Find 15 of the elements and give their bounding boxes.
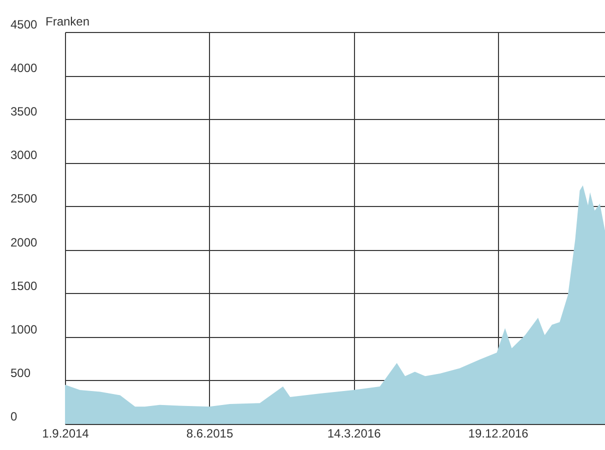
y-tick-label: 2500 [10, 192, 38, 206]
y-tick-label: 500 [10, 366, 31, 380]
x-tick-label: 19.12.2016 [468, 426, 529, 440]
y-tick-label: 4500 [10, 18, 38, 32]
x-tick-label: 8.6.2015 [186, 426, 234, 440]
y-tick-label: 1500 [10, 278, 38, 293]
y-tick-label: 2000 [10, 235, 38, 250]
y-tick-label: 3000 [10, 148, 38, 162]
y-tick-label: 3500 [10, 104, 38, 119]
y-tick-label: 4000 [10, 61, 38, 76]
y-tick-label: 1000 [10, 322, 38, 336]
y-axis-title: Franken [46, 14, 90, 28]
x-tick-label: 14.3.2016 [327, 426, 382, 440]
x-tick-label: 1.9.2014 [42, 426, 90, 440]
y-tick-label: 0 [10, 410, 18, 424]
